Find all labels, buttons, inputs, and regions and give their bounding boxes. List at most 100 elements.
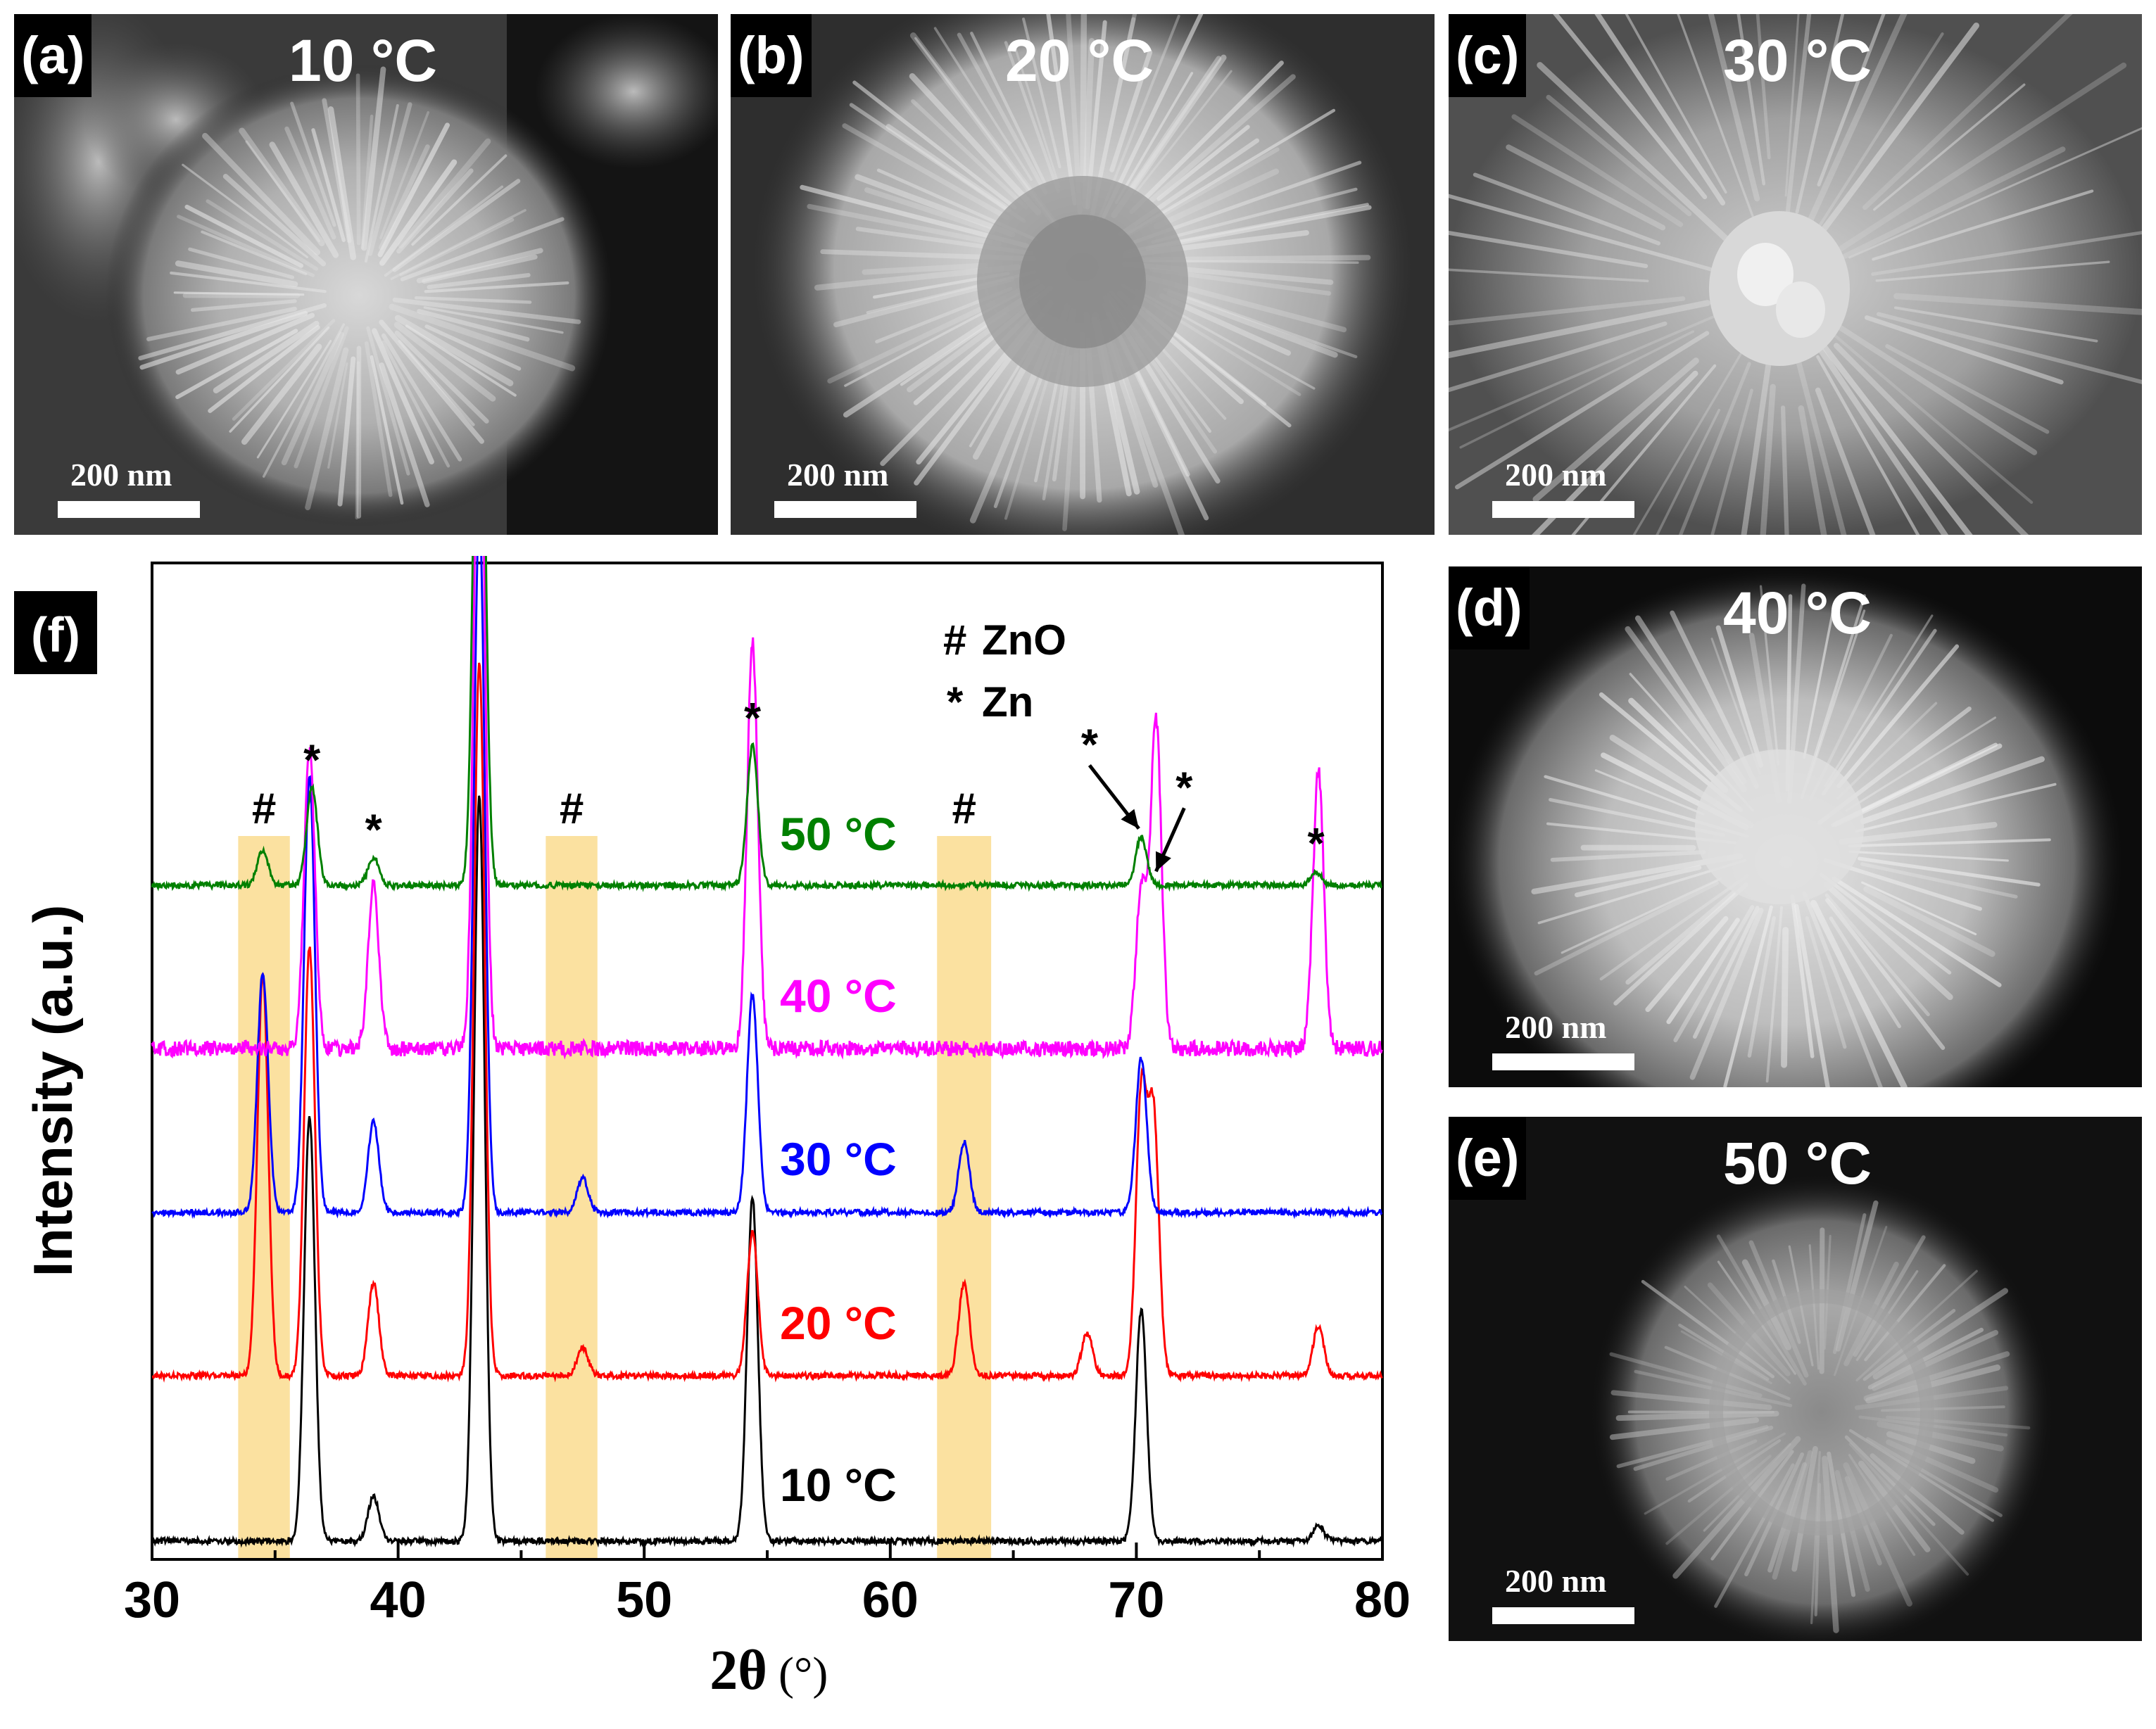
sem-texture-spike <box>1004 41 1060 194</box>
panel-label: (e) <box>1449 1117 1527 1200</box>
x-tick-label: 80 <box>1354 1572 1411 1628</box>
sem-texture-spike <box>256 340 332 459</box>
sem-texture-spike <box>1886 1431 1976 1464</box>
sem-texture-spike <box>1473 172 1661 246</box>
sem-texture-spike <box>1848 1443 1969 1576</box>
sem-texture-spike <box>909 73 1042 216</box>
sem-texture-spike <box>1628 697 1729 793</box>
x-tick-label: 40 <box>370 1572 427 1628</box>
sem-texture-spike <box>390 209 527 280</box>
sem-texture-spike <box>1759 585 1779 766</box>
scale-bar <box>1492 1053 1634 1070</box>
sem-texture-spike <box>1625 626 1747 792</box>
sem-texture-spike <box>379 319 484 444</box>
sem-panel-c: (c) 30 °C 200 nm <box>1449 14 2142 535</box>
sem-texture-spike <box>372 328 434 464</box>
temperature-label: 10 °C <box>289 27 438 94</box>
sem-texture-spike <box>1550 850 1706 862</box>
temperature-label: 50 °C <box>1723 1130 1872 1196</box>
sem-texture-spike <box>1835 1200 1879 1352</box>
sem-texture-spike <box>1817 338 1973 535</box>
series-line-30c <box>151 556 1383 1220</box>
sem-texture-spike <box>1534 880 1719 976</box>
sem-texture-spike <box>170 271 327 293</box>
x-tick-label: 70 <box>1108 1572 1164 1628</box>
sem-texture-spike <box>394 315 514 386</box>
sem-texture-spike <box>1845 716 1997 812</box>
sem-texture-spike <box>1871 231 2142 276</box>
sem-image-10c <box>14 14 718 535</box>
sem-texture-spike <box>1817 14 1886 186</box>
sem-texture-spike <box>1153 168 1280 229</box>
sem-texture-spike <box>1839 821 1998 845</box>
sem-texture-spike <box>1788 1245 1814 1367</box>
sem-texture-spike <box>1772 1450 1813 1580</box>
scale-bar-label: 200 nm <box>1505 457 1607 493</box>
sem-texture-spike <box>1872 189 2094 261</box>
sem-texture-spike <box>1449 268 1649 283</box>
sem-texture-spike <box>1802 14 1908 234</box>
sem-texture-spike <box>1814 1483 1822 1616</box>
sem-texture-spike <box>1129 61 1284 215</box>
sem-texture-spike <box>1833 322 2038 455</box>
sem-texture-spike <box>423 306 564 334</box>
sem-texture-spike <box>1710 388 1753 535</box>
x-axis-unit: (°) <box>778 1648 828 1699</box>
sem-texture-spike <box>138 303 327 361</box>
sem-texture-spike <box>355 73 361 246</box>
sem-texture-spike <box>146 306 297 341</box>
sem-texture-spike <box>1449 296 1686 326</box>
sem-texture-spike <box>1537 62 1733 246</box>
sem-texture-spike <box>201 230 308 276</box>
sem-texture-spike <box>1672 1436 1801 1579</box>
panel-label-bg <box>14 591 97 674</box>
sem-texture-spike <box>173 291 305 296</box>
legend-zn-symbol: * <box>947 678 964 726</box>
sem-texture-spike <box>1014 46 1061 189</box>
sem-texture-spike <box>1455 331 1710 490</box>
band-markers: # # # <box>252 785 976 833</box>
sem-panel-d: (d) 40 °C 200 nm <box>1449 566 2142 1087</box>
sem-texture-spike <box>1632 350 1744 535</box>
temperature-label: 40 °C <box>1723 580 1872 646</box>
sem-texture-spike <box>1571 364 1717 535</box>
sem-texture-spike <box>1798 405 1827 535</box>
sem-texture-spike <box>1609 1352 1763 1398</box>
sem-image-40c <box>1449 566 2142 1087</box>
sem-texture-spike <box>232 319 336 421</box>
sem-texture-spike <box>284 126 336 240</box>
series-label: 50 °C <box>780 808 897 860</box>
sem-texture-spike <box>1806 609 1866 784</box>
x-axis-ticks: 30 40 50 60 70 80 <box>124 1543 1411 1628</box>
scale-bar <box>1492 1607 1634 1624</box>
sem-texture-spike <box>1810 336 1949 535</box>
sem-texture-spike <box>1886 1439 1999 1493</box>
panel-label: (b) <box>731 14 812 97</box>
sem-texture-spike <box>1665 1455 1772 1545</box>
sem-texture-spike <box>1022 18 1061 169</box>
sem-panel-b: (b) 20 °C 200 nm <box>731 14 1435 535</box>
sem-texture-spike <box>1863 1351 2010 1401</box>
zn-peak-arrowhead <box>1121 809 1139 829</box>
sem-texture-spike <box>1609 1417 1760 1440</box>
sem-texture-spike <box>1156 125 1250 201</box>
sem-texture-spike <box>262 323 346 478</box>
sem-texture-spike <box>849 103 1026 223</box>
sem-texture-spike <box>381 333 462 462</box>
sem-texture-spike <box>1459 330 1694 449</box>
sem-texture-spike <box>1095 14 1137 196</box>
plot-frame <box>151 562 1384 1561</box>
sem-texture-spike <box>378 144 430 251</box>
sem-texture-spike <box>1114 72 1194 205</box>
sem-texture-spike <box>337 356 356 507</box>
sem-texture-spike <box>1645 916 1729 1013</box>
sem-texture-spike <box>1853 1235 1926 1357</box>
sem-texture-spike <box>1877 1421 2004 1452</box>
sem-texture-spike <box>1163 288 1358 359</box>
sem-texture-spike <box>1824 882 1953 1001</box>
sem-texture-spike <box>1511 114 1684 227</box>
sem-texture-spike <box>1860 756 2045 825</box>
sem-texture-spike <box>1848 850 2009 862</box>
sem-texture-spike <box>1867 1327 1984 1390</box>
sem-texture-spike <box>1625 14 1727 194</box>
